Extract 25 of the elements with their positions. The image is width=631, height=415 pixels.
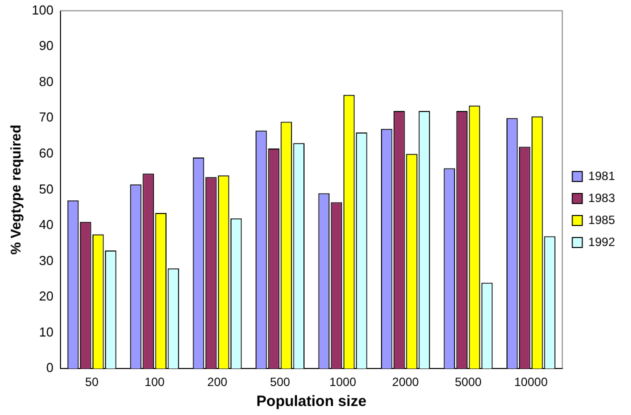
- y-tick-label: 70: [39, 110, 54, 125]
- legend-label: 1983: [588, 190, 616, 205]
- y-tick-label: 80: [39, 74, 54, 89]
- legend-label: 1992: [588, 234, 616, 249]
- x-tick-label: 2000: [392, 375, 420, 390]
- y-tick-label: 20: [39, 288, 54, 304]
- x-tick-label: 5000: [454, 375, 482, 390]
- x-tick-label: 1000: [329, 375, 356, 390]
- x-tick-label: 10000: [514, 375, 548, 390]
- y-tick-label: 10: [39, 324, 54, 340]
- y-tick-label: 40: [39, 217, 54, 232]
- y-tick-label: 100: [32, 2, 54, 18]
- legend-label: 1985: [588, 212, 616, 227]
- y-tick-label: 50: [39, 181, 54, 196]
- x-tick-label: 50: [85, 375, 99, 390]
- x-axis-title: Population size: [256, 393, 366, 410]
- y-tick-label: 30: [39, 252, 54, 268]
- legend-label: 1981: [588, 168, 616, 183]
- y-tick-label: 60: [39, 146, 54, 160]
- x-tick-label: 100: [144, 375, 165, 390]
- y-tick-label: 90: [39, 38, 54, 54]
- y-axis-title: % Vegtype required: [7, 124, 24, 255]
- y-tick-label: 0: [46, 360, 54, 376]
- x-tick-label: 200: [207, 375, 228, 390]
- x-tick-label: 500: [270, 375, 290, 390]
